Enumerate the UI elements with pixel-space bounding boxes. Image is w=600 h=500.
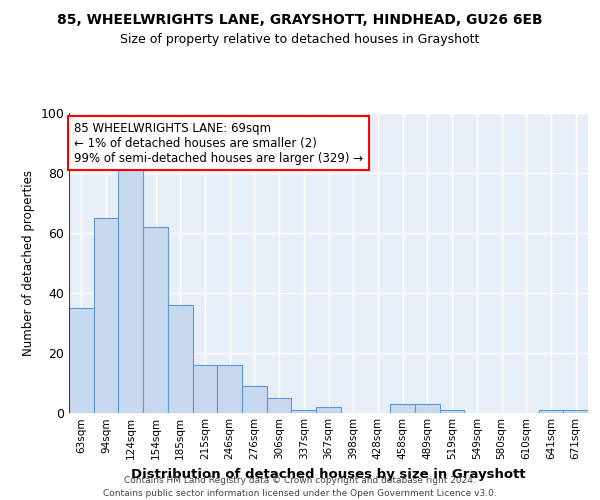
- Text: Contains HM Land Registry data © Crown copyright and database right 2024.: Contains HM Land Registry data © Crown c…: [124, 476, 476, 485]
- Y-axis label: Number of detached properties: Number of detached properties: [22, 170, 35, 356]
- X-axis label: Distribution of detached houses by size in Grayshott: Distribution of detached houses by size …: [131, 468, 526, 481]
- Bar: [118, 160, 143, 412]
- Bar: [217, 364, 242, 412]
- Text: 85, WHEELWRIGHTS LANE, GRAYSHOTT, HINDHEAD, GU26 6EB: 85, WHEELWRIGHTS LANE, GRAYSHOTT, HINDHE…: [57, 12, 543, 26]
- Bar: [69, 308, 94, 412]
- Text: Size of property relative to detached houses in Grayshott: Size of property relative to detached ho…: [121, 32, 479, 46]
- Bar: [292, 410, 316, 412]
- Bar: [242, 386, 267, 412]
- Bar: [267, 398, 292, 412]
- Bar: [440, 410, 464, 412]
- Bar: [143, 226, 168, 412]
- Bar: [168, 304, 193, 412]
- Bar: [415, 404, 440, 412]
- Bar: [316, 406, 341, 412]
- Bar: [390, 404, 415, 412]
- Bar: [193, 364, 217, 412]
- Bar: [539, 410, 563, 412]
- Text: Contains public sector information licensed under the Open Government Licence v3: Contains public sector information licen…: [103, 489, 497, 498]
- Bar: [94, 218, 118, 412]
- Text: 85 WHEELWRIGHTS LANE: 69sqm
← 1% of detached houses are smaller (2)
99% of semi-: 85 WHEELWRIGHTS LANE: 69sqm ← 1% of deta…: [74, 122, 364, 164]
- Bar: [563, 410, 588, 412]
